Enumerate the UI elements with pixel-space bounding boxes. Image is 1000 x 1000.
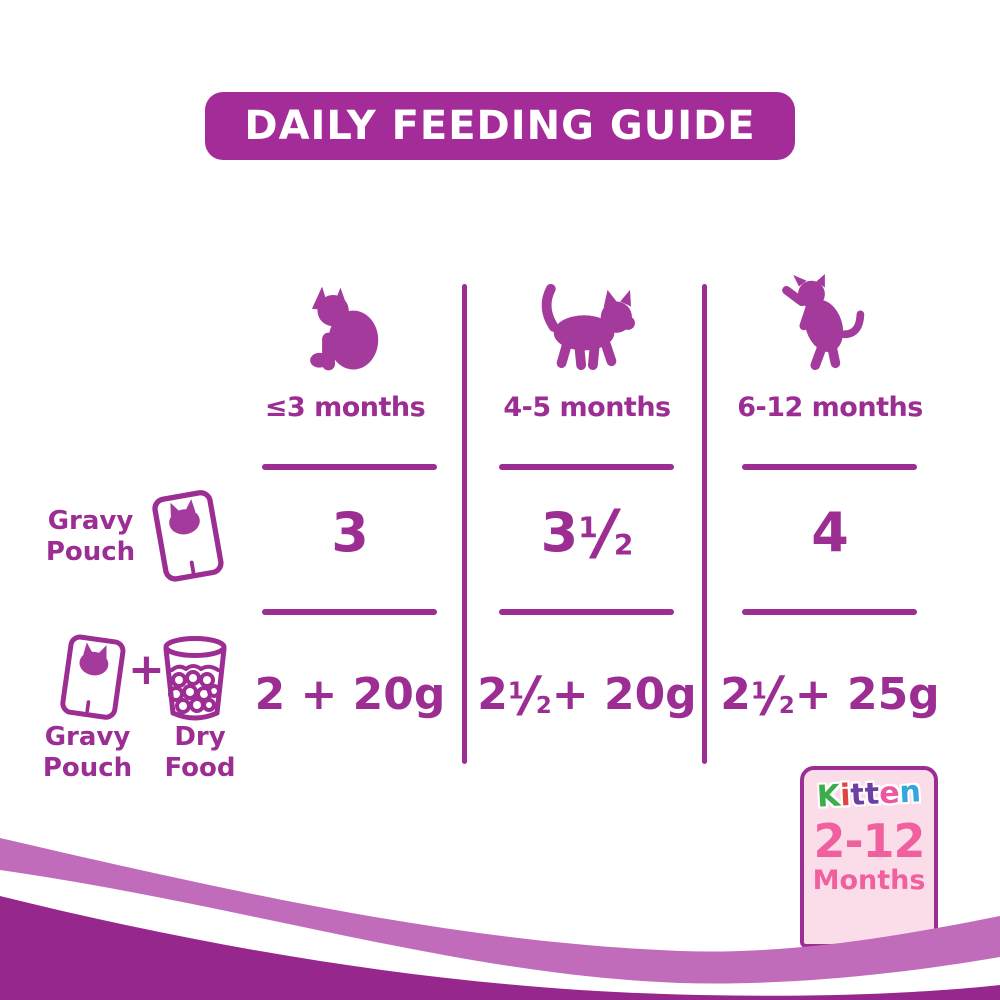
page-title: DAILY FEEDING GUIDE <box>205 92 795 160</box>
badge-age-range: 2-12 <box>813 814 925 868</box>
row-label-line: Pouch <box>42 753 133 783</box>
gravy-pouch-icon <box>152 490 224 582</box>
age-label-text: ≤3 months <box>264 392 426 423</box>
dry-food-cup-icon <box>163 636 227 721</box>
row-label-line: Pouch <box>45 537 136 567</box>
kitten-sitting-icon <box>310 286 379 371</box>
table-rule <box>742 464 917 470</box>
age-column-label: 4-5 months <box>472 392 702 423</box>
table-cell: 2 1/2 + 20g <box>477 665 697 724</box>
row-label-line: Food <box>164 753 236 783</box>
column-divider <box>462 284 467 764</box>
table-rule <box>262 464 437 470</box>
table-cell: 4 <box>811 501 849 564</box>
row-label-line: Gravy <box>44 722 131 752</box>
plus-icon: + <box>128 648 165 692</box>
row-label-line: Dry <box>174 722 226 752</box>
age-column-label: 6-12 months <box>715 392 945 423</box>
table-rule <box>499 609 674 615</box>
kitten-standing-icon <box>782 274 865 370</box>
badge-kitten-label: Kitten <box>816 774 922 815</box>
table-cell: 3 <box>331 501 369 564</box>
table-cell: 2 + 20g <box>254 669 446 720</box>
row-label-gravy-pouch: Gravy Pouch <box>25 722 150 784</box>
plus-text: + <box>128 644 165 695</box>
kitten-age-badge: Kitten 2-12 Months <box>800 766 938 948</box>
table-rule <box>499 464 674 470</box>
row-label-dry-food: Dry Food <box>150 722 250 784</box>
age-label-text: 6-12 months <box>737 392 923 423</box>
badge-age-unit: Months <box>812 865 926 896</box>
gravy-pouch-icon <box>60 634 126 720</box>
row-label-line: Gravy <box>47 506 134 536</box>
column-divider <box>702 284 707 764</box>
age-column-label: ≤3 months <box>230 392 460 423</box>
row-label-gravy-pouch: Gravy Pouch <box>38 506 143 568</box>
page-title-text: DAILY FEEDING GUIDE <box>244 103 756 149</box>
table-cell: 2 1/2 + 25g <box>720 665 940 724</box>
kitten-walking-icon <box>541 283 635 370</box>
table-rule <box>262 609 437 615</box>
age-label-text: 4-5 months <box>503 392 671 423</box>
table-cell: 3 1/2 <box>540 497 634 568</box>
table-rule <box>742 609 917 615</box>
